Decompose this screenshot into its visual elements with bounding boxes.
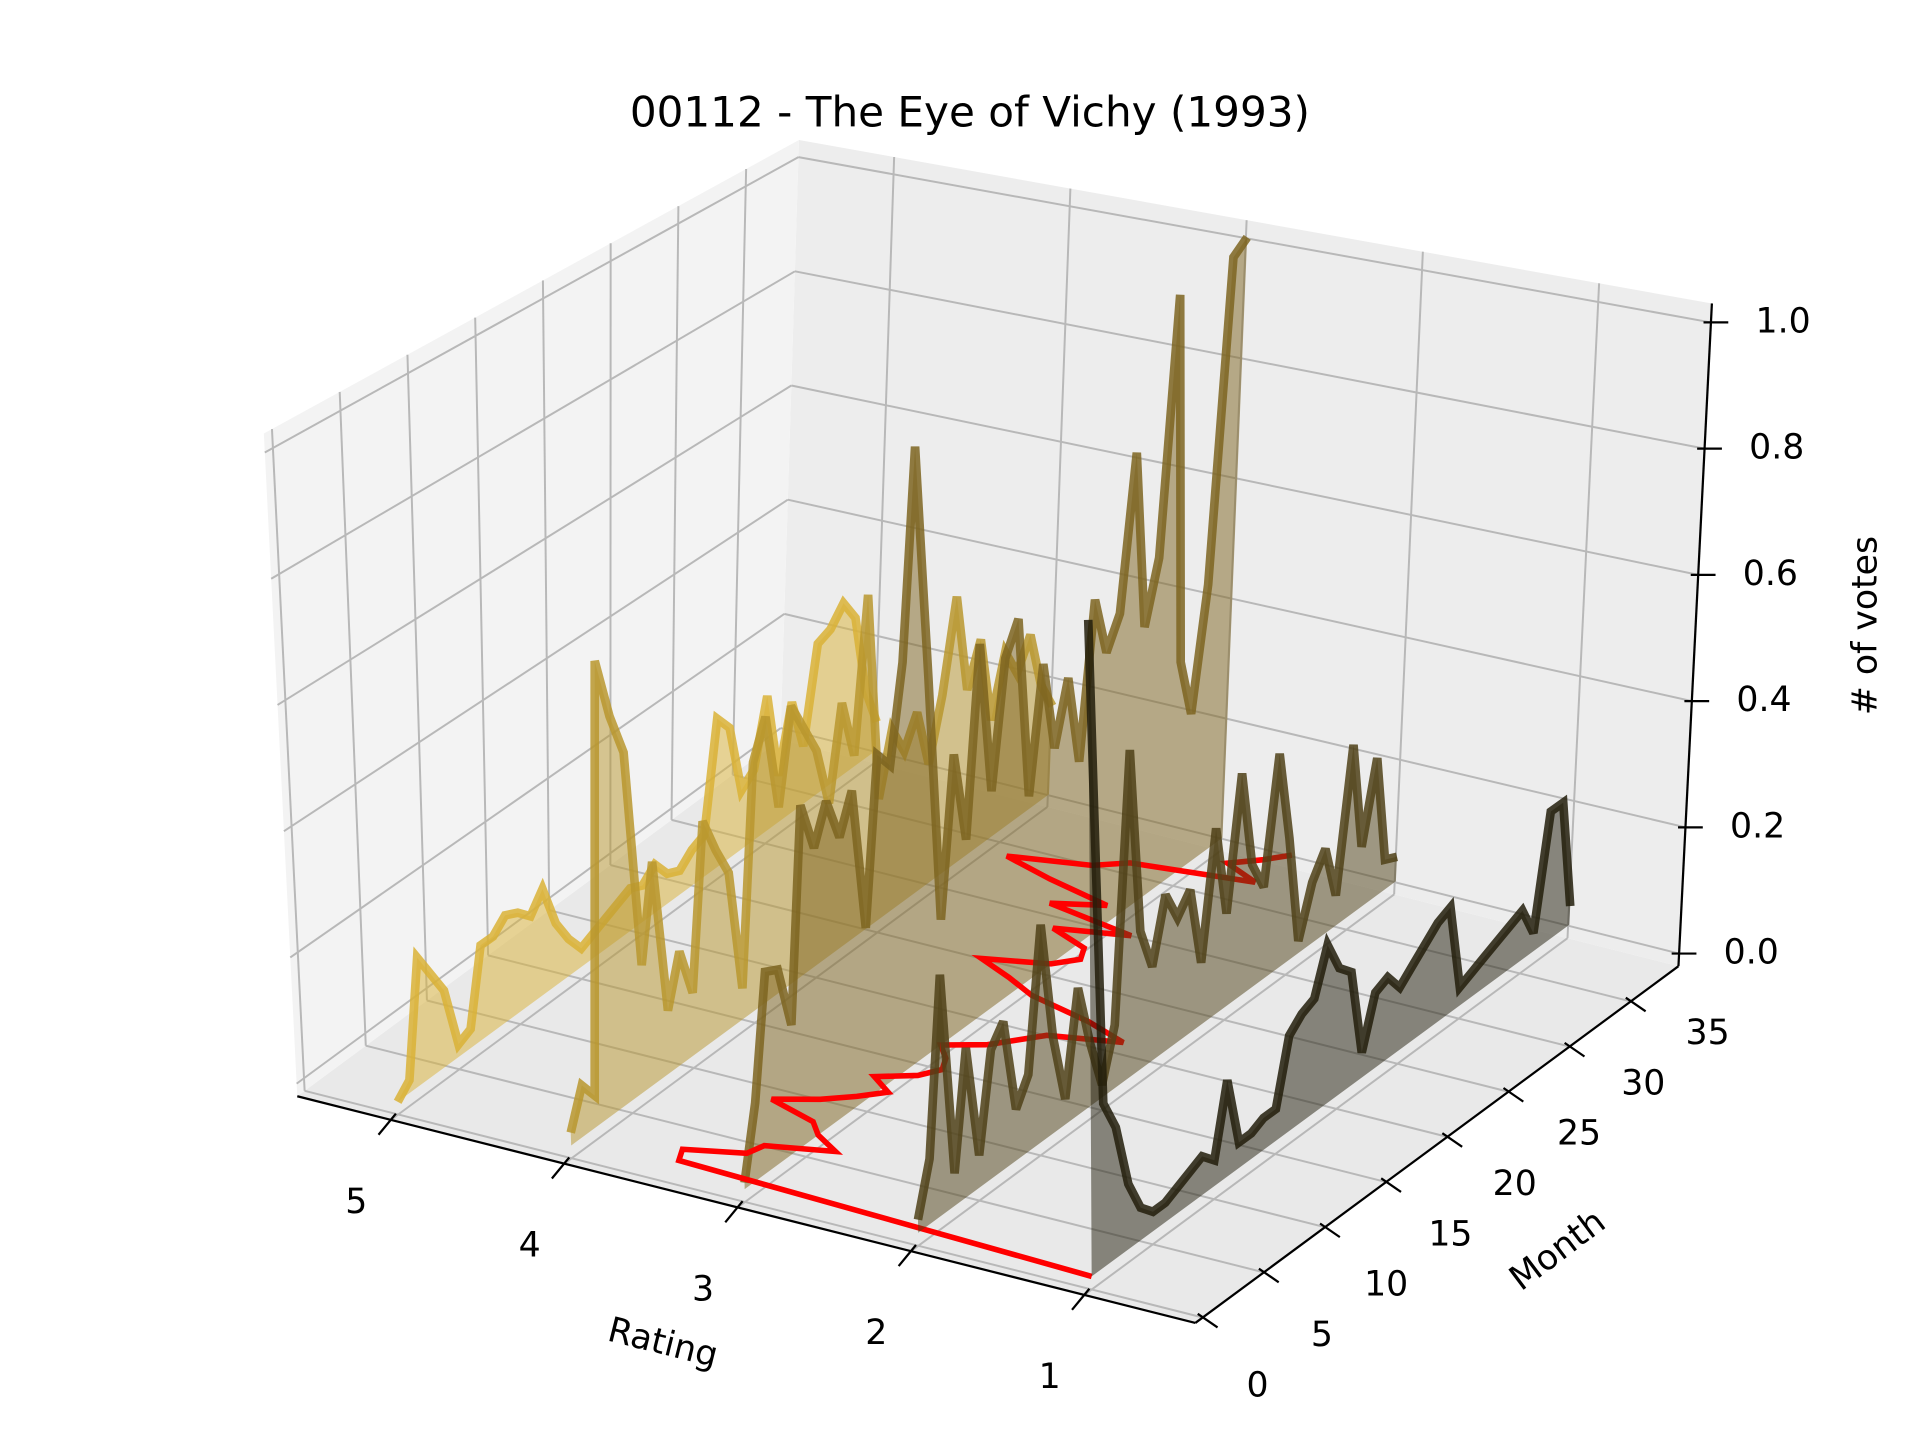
chart-title: 00112 - The Eye of Vichy (1993) <box>630 88 1310 137</box>
grid-line <box>270 429 306 1091</box>
grid-line <box>784 612 1686 829</box>
y-tick <box>1258 1267 1280 1284</box>
x-tick <box>551 1156 571 1180</box>
grid-line <box>474 317 490 956</box>
z-tick-label: 0.8 <box>1749 428 1804 468</box>
y-tick-label: 20 <box>1493 1164 1537 1204</box>
grid-line <box>1566 283 1601 939</box>
grid-line <box>794 270 1705 450</box>
x-tick-label: 5 <box>345 1182 367 1222</box>
x-tick <box>724 1200 744 1223</box>
y-tick-label: 5 <box>1311 1315 1333 1355</box>
x-tick-label: 4 <box>519 1226 541 1266</box>
grid-line <box>264 156 799 454</box>
marks <box>393 234 1575 1280</box>
y-tick-label: 25 <box>1557 1114 1601 1154</box>
grid-line <box>791 384 1699 576</box>
y-tick-label: 35 <box>1686 1013 1730 1053</box>
series-area <box>1088 619 1571 1277</box>
y-tick-label: 10 <box>1364 1265 1408 1305</box>
grid-line <box>731 168 748 775</box>
grid-line <box>670 206 680 820</box>
series-area <box>397 603 877 1102</box>
y-axis-line <box>1194 965 1680 1324</box>
grid-line <box>1393 251 1424 895</box>
x-tick-label: 3 <box>692 1269 714 1309</box>
z-tick-label: 1.0 <box>1756 301 1811 341</box>
y-tick <box>1502 1087 1524 1103</box>
series-line <box>913 744 1398 1221</box>
series-area <box>744 237 1248 1190</box>
x-tick-label: 2 <box>865 1313 887 1353</box>
grid-line <box>798 156 1712 324</box>
grid-line <box>338 391 367 1046</box>
y-tick-label: 0 <box>1247 1365 1269 1405</box>
axes: 1 2 3 4 5 0 5 10 15 20 25 30 35 0.0 0.2 0.4 0.6 0.8 1.0 <box>297 301 1811 1405</box>
z-tick-label: 0.2 <box>1730 806 1785 846</box>
y-tick <box>1564 1041 1586 1058</box>
y-tick <box>1319 1222 1341 1239</box>
y-tick-label: 30 <box>1621 1063 1665 1103</box>
y-tick-label: 15 <box>1428 1214 1472 1254</box>
grid-line <box>270 270 796 580</box>
x-tick <box>1071 1288 1091 1311</box>
grid-line <box>541 280 551 911</box>
x-tick <box>377 1112 397 1136</box>
grid-line <box>873 156 896 764</box>
y-tick <box>1441 1132 1463 1148</box>
grid-line <box>277 384 792 706</box>
grid-line <box>283 498 789 833</box>
grid-line <box>289 613 785 959</box>
z-axis-label: # of votes <box>1846 536 1886 715</box>
x-tick <box>897 1244 917 1267</box>
series-area <box>917 744 1397 1233</box>
series-line <box>1083 619 1575 1217</box>
z-tick-label: 0.0 <box>1724 933 1779 973</box>
z-tick-label: 0.6 <box>1743 554 1798 594</box>
series-line <box>566 594 1057 1134</box>
y-tick <box>1380 1177 1402 1193</box>
x-tick-label: 1 <box>1039 1357 1061 1397</box>
grid-line <box>910 893 1395 1252</box>
y-tick <box>1625 996 1647 1013</box>
y-tick <box>1197 1312 1219 1329</box>
series-line <box>740 234 1251 1184</box>
grid-line <box>406 354 428 1001</box>
grid-line <box>787 498 1693 703</box>
x-axis-line <box>297 1095 1196 1325</box>
z-tick-label: 0.4 <box>1736 680 1791 720</box>
grid-line <box>304 1089 1203 1319</box>
z-axis-line <box>1677 303 1714 967</box>
grid-line <box>1083 937 1569 1296</box>
